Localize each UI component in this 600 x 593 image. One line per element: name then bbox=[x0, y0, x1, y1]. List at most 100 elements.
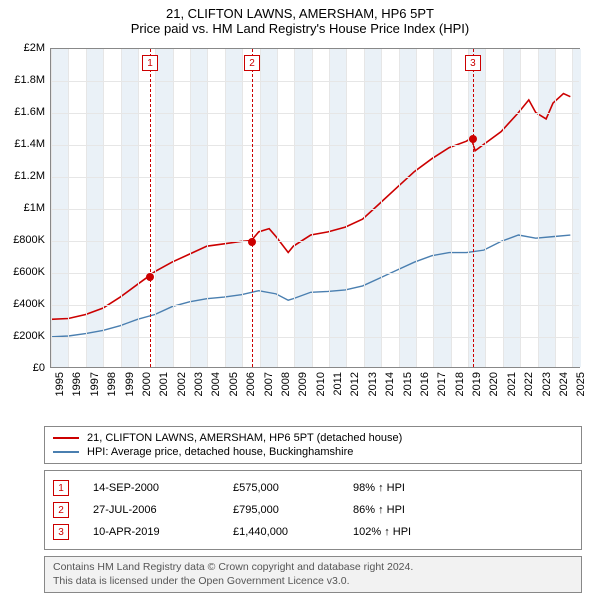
legend-row: HPI: Average price, detached house, Buck… bbox=[53, 445, 573, 459]
x-axis-label: 2004 bbox=[210, 372, 222, 396]
h-gridline bbox=[51, 241, 579, 242]
x-axis-label: 2012 bbox=[349, 372, 361, 396]
h-gridline bbox=[51, 337, 579, 338]
x-axis-label: 2024 bbox=[558, 372, 570, 396]
event-row: 227-JUL-2006£795,00086% ↑ HPI bbox=[53, 499, 573, 521]
plot-area: 1 2 3 bbox=[50, 48, 580, 368]
v-gridline bbox=[86, 49, 87, 367]
x-axis-label: 2011 bbox=[332, 372, 344, 396]
event-dot bbox=[146, 273, 154, 281]
x-axis-label: 2022 bbox=[523, 372, 535, 396]
event-price: £795,000 bbox=[233, 504, 353, 516]
h-gridline bbox=[51, 145, 579, 146]
x-axis-label: 2013 bbox=[367, 372, 379, 396]
event-date: 27-JUL-2006 bbox=[93, 504, 233, 516]
v-gridline bbox=[242, 49, 243, 367]
x-axis-label: 1997 bbox=[89, 372, 101, 396]
v-gridline bbox=[51, 49, 52, 367]
v-gridline bbox=[260, 49, 261, 367]
x-axis-label: 2019 bbox=[471, 372, 483, 396]
event-vline bbox=[150, 49, 151, 367]
x-axis-label: 1999 bbox=[124, 372, 136, 396]
v-gridline bbox=[555, 49, 556, 367]
title-line2: Price paid vs. HM Land Registry's House … bbox=[0, 21, 600, 36]
event-marker-box: 1 bbox=[142, 55, 158, 71]
x-axis-label: 1996 bbox=[71, 372, 83, 396]
x-axis-label: 2007 bbox=[263, 372, 275, 396]
x-axis-label: 2003 bbox=[193, 372, 205, 396]
x-axis-label: 2021 bbox=[506, 372, 518, 396]
legend-row: 21, CLIFTON LAWNS, AMERSHAM, HP6 5PT (de… bbox=[53, 431, 573, 445]
footer-line2: This data is licensed under the Open Gov… bbox=[53, 575, 573, 589]
events-table: 114-SEP-2000£575,00098% ↑ HPI227-JUL-200… bbox=[44, 470, 582, 550]
v-gridline bbox=[121, 49, 122, 367]
x-axis-label: 2020 bbox=[488, 372, 500, 396]
event-marker-box: 3 bbox=[465, 55, 481, 71]
event-dot bbox=[469, 135, 477, 143]
legend-label: HPI: Average price, detached house, Buck… bbox=[87, 446, 353, 458]
chart-container: 123 £0£200K£400K£600K£800K£1M£1.2M£1.4M£… bbox=[0, 38, 600, 426]
legend-box: 21, CLIFTON LAWNS, AMERSHAM, HP6 5PT (de… bbox=[44, 426, 582, 464]
v-gridline bbox=[138, 49, 139, 367]
title-line1: 21, CLIFTON LAWNS, AMERSHAM, HP6 5PT bbox=[0, 6, 600, 21]
v-gridline bbox=[399, 49, 400, 367]
y-axis-label: £1.8M bbox=[5, 74, 45, 86]
h-gridline bbox=[51, 209, 579, 210]
event-row: 114-SEP-2000£575,00098% ↑ HPI bbox=[53, 477, 573, 499]
event-hpi: 86% ↑ HPI bbox=[353, 504, 405, 516]
y-axis-label: £1M bbox=[5, 202, 45, 214]
chart-title-block: 21, CLIFTON LAWNS, AMERSHAM, HP6 5PT Pri… bbox=[0, 0, 600, 38]
y-axis-label: £0 bbox=[5, 362, 45, 374]
v-gridline bbox=[538, 49, 539, 367]
event-date: 10-APR-2019 bbox=[93, 526, 233, 538]
v-gridline bbox=[190, 49, 191, 367]
event-number-box: 3 bbox=[53, 524, 69, 540]
v-gridline bbox=[173, 49, 174, 367]
x-axis-label: 1995 bbox=[54, 372, 66, 396]
y-axis-label: £200K bbox=[5, 330, 45, 342]
legend-swatch bbox=[53, 437, 79, 439]
event-number-box: 1 bbox=[53, 480, 69, 496]
y-axis-label: £2M bbox=[5, 42, 45, 54]
v-gridline bbox=[468, 49, 469, 367]
line-series-svg bbox=[51, 49, 579, 367]
x-axis-label: 2009 bbox=[297, 372, 309, 396]
v-gridline bbox=[520, 49, 521, 367]
y-axis-label: £800K bbox=[5, 234, 45, 246]
x-axis-label: 2015 bbox=[402, 372, 414, 396]
y-axis-label: £1.4M bbox=[5, 138, 45, 150]
x-axis-label: 2023 bbox=[541, 372, 553, 396]
x-axis-label: 2018 bbox=[454, 372, 466, 396]
event-row: 3 10-APR-2019£1,440,000102% ↑ HPI bbox=[53, 521, 573, 543]
x-axis-label: 2005 bbox=[228, 372, 240, 396]
v-gridline bbox=[207, 49, 208, 367]
x-axis-label: 2008 bbox=[280, 372, 292, 396]
event-price: £1,440,000 bbox=[233, 526, 353, 538]
h-gridline bbox=[51, 177, 579, 178]
x-axis-label: 2017 bbox=[436, 372, 448, 396]
event-marker-box: 2 bbox=[244, 55, 260, 71]
x-axis-label: 2014 bbox=[384, 372, 396, 396]
event-hpi: 98% ↑ HPI bbox=[353, 482, 405, 494]
v-gridline bbox=[572, 49, 573, 367]
y-axis-label: £1.6M bbox=[5, 106, 45, 118]
x-axis-label: 1998 bbox=[106, 372, 118, 396]
x-axis-label: 2001 bbox=[158, 372, 170, 396]
event-date: 14-SEP-2000 bbox=[93, 482, 233, 494]
v-gridline bbox=[416, 49, 417, 367]
x-axis-label: 2002 bbox=[176, 372, 188, 396]
legend-swatch bbox=[53, 451, 79, 453]
v-gridline bbox=[433, 49, 434, 367]
legend-label: 21, CLIFTON LAWNS, AMERSHAM, HP6 5PT (de… bbox=[87, 432, 402, 444]
h-gridline bbox=[51, 81, 579, 82]
event-hpi: 102% ↑ HPI bbox=[353, 526, 411, 538]
v-gridline bbox=[346, 49, 347, 367]
x-axis-label: 2016 bbox=[419, 372, 431, 396]
h-gridline bbox=[51, 113, 579, 114]
event-vline bbox=[473, 49, 474, 367]
x-axis-label: 2000 bbox=[141, 372, 153, 396]
v-gridline bbox=[329, 49, 330, 367]
v-gridline bbox=[155, 49, 156, 367]
event-dot bbox=[248, 238, 256, 246]
footer-line1: Contains HM Land Registry data © Crown c… bbox=[53, 561, 573, 575]
